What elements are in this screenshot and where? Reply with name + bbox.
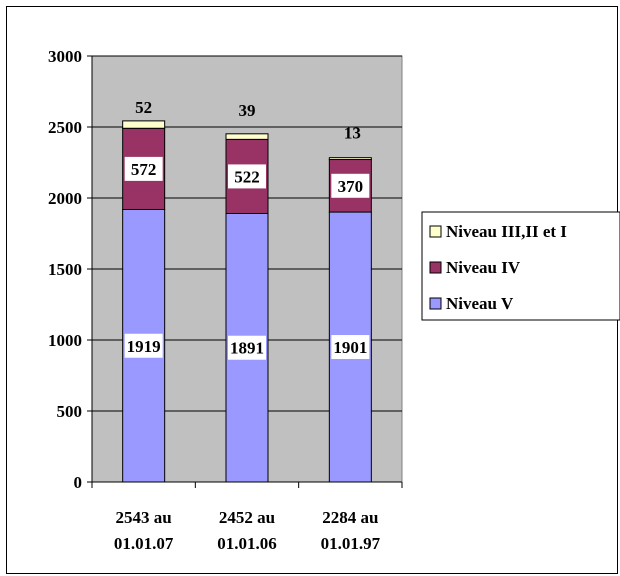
data-label-bg bbox=[228, 335, 266, 360]
data-label-bg bbox=[331, 173, 370, 198]
y-tick-label: 3000 bbox=[48, 47, 82, 66]
data-label: 13 bbox=[344, 124, 361, 143]
legend-box bbox=[421, 211, 620, 321]
y-tick-label: 1500 bbox=[48, 260, 82, 279]
legend-swatch bbox=[429, 261, 442, 274]
data-label: 39 bbox=[239, 101, 256, 120]
x-tick-label: 01.01.97 bbox=[321, 534, 381, 553]
data-label: 370 bbox=[338, 177, 364, 196]
y-tick-label: 500 bbox=[57, 402, 83, 421]
data-label: 1891 bbox=[230, 339, 264, 358]
y-tick-label: 1000 bbox=[48, 331, 82, 350]
x-tick-label: 01.01.07 bbox=[114, 534, 174, 553]
bar-segment bbox=[328, 157, 372, 161]
legend-label: Niveau V bbox=[446, 294, 514, 313]
x-tick-label: 01.01.06 bbox=[217, 534, 277, 553]
data-label-bg bbox=[124, 156, 163, 181]
data-label-bg bbox=[331, 335, 370, 360]
y-tick-label: 2000 bbox=[48, 189, 82, 208]
data-label: 52 bbox=[135, 98, 152, 117]
axes: 0 500 1000 1500 2000 2500 3000 2543 au 01.01.07 2… bbox=[48, 47, 403, 553]
legend-label: Niveau IV bbox=[446, 258, 521, 277]
data-label: 522 bbox=[234, 167, 260, 186]
data-label: 1901 bbox=[333, 338, 367, 357]
legend: Niveau III,II et I Niveau IV Niveau V bbox=[421, 211, 620, 321]
y-tick-label: 2500 bbox=[48, 118, 82, 137]
x-tick-label: 2284 au bbox=[322, 508, 378, 527]
data-labels: 1919 572 52 1891 522 39 1901 370 13 bbox=[124, 98, 370, 360]
data-label-bg bbox=[228, 164, 266, 189]
bar-segment bbox=[122, 120, 166, 129]
data-label: 572 bbox=[131, 160, 157, 179]
data-label: 1919 bbox=[127, 337, 161, 356]
legend-swatch bbox=[429, 225, 442, 238]
x-tick-label: 2452 au bbox=[219, 508, 275, 527]
data-label-bg bbox=[124, 333, 163, 358]
x-tick-label: 2543 au bbox=[116, 508, 172, 527]
y-tick-label: 0 bbox=[74, 473, 83, 492]
legend-label: Niveau III,II et I bbox=[446, 222, 567, 241]
bar-segment bbox=[225, 133, 269, 140]
legend-swatch bbox=[429, 297, 442, 310]
